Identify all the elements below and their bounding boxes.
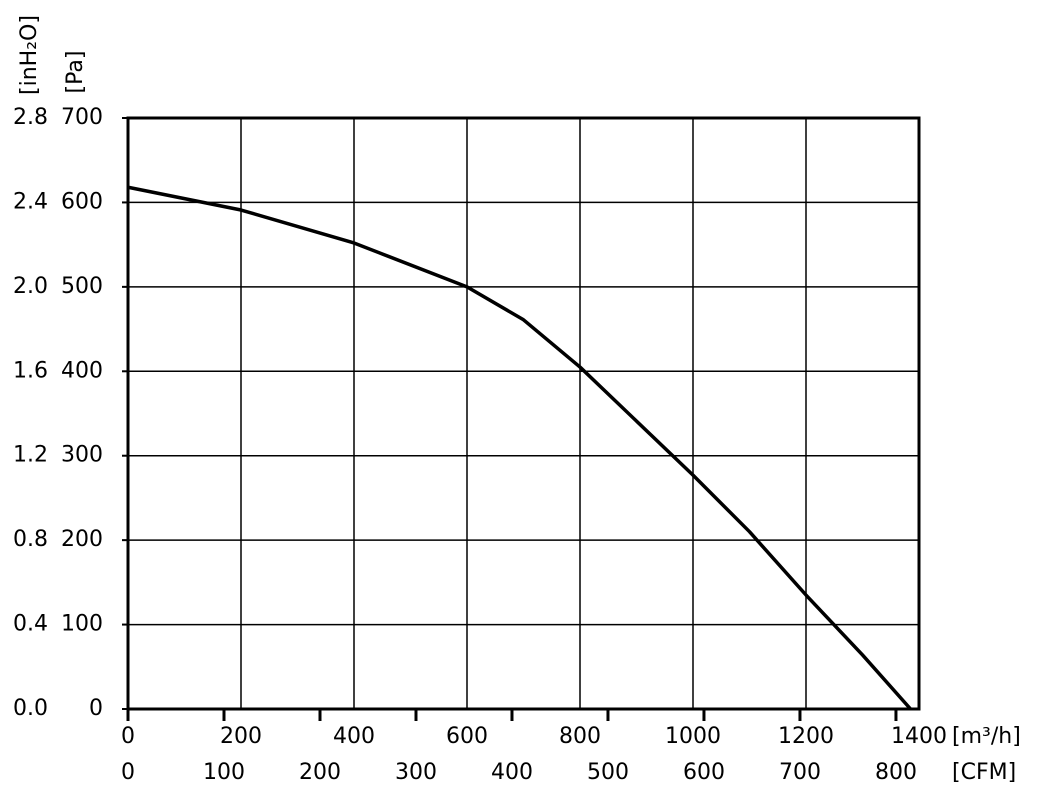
x-axis-label: [m³/h]	[952, 724, 1021, 749]
y2-tick-label: 1.6	[13, 358, 48, 383]
y-tick-label: 0	[89, 696, 103, 721]
x-tick-label: 1400	[891, 724, 947, 749]
plot-frame	[126, 116, 921, 711]
y-tick-label: 600	[61, 189, 103, 214]
y-axis-label: [Pa]	[63, 51, 88, 94]
y2-tick-label: 0.4	[13, 612, 48, 637]
x2-axis-label: [CFM]	[952, 760, 1016, 785]
x2-tick-label: 100	[203, 760, 245, 785]
x-tick-label: 0	[121, 724, 135, 749]
x-tick-label: 600	[446, 724, 488, 749]
x2-tick-label: 0	[121, 760, 135, 785]
x-tick-label: 200	[220, 724, 262, 749]
x-tick-label: 1000	[665, 724, 721, 749]
x2-tick-label: 500	[587, 760, 629, 785]
y2-tick-label: 2.4	[13, 189, 48, 214]
x2-tick-label: 800	[875, 760, 917, 785]
x-tick-label: 800	[559, 724, 601, 749]
x2-tick-label: 200	[299, 760, 341, 785]
y2-tick-label: 2.8	[13, 105, 48, 130]
y2-tick-label: 1.2	[13, 443, 48, 468]
x2-tick-label: 600	[683, 760, 725, 785]
y2-tick-label: 2.0	[13, 274, 48, 299]
y-tick-label: 100	[61, 612, 103, 637]
x2-tick-label: 400	[491, 760, 533, 785]
y-tick-label: 700	[61, 105, 103, 130]
y2-axis-label: [inH₂O]	[17, 15, 42, 95]
curve	[127, 185, 912, 711]
y2-tick-label: 0.8	[13, 527, 48, 552]
y-tick-label: 400	[61, 358, 103, 383]
x2-tick-label: 300	[395, 760, 437, 785]
y2-tick-label: 0.0	[13, 696, 48, 721]
y-tick-label: 200	[61, 527, 103, 552]
x-tick-label: 1200	[778, 724, 834, 749]
y-tick-label: 500	[61, 274, 103, 299]
x-tick-label: 400	[333, 724, 375, 749]
y-tick-label: 300	[61, 443, 103, 468]
x2-tick-label: 700	[779, 760, 821, 785]
